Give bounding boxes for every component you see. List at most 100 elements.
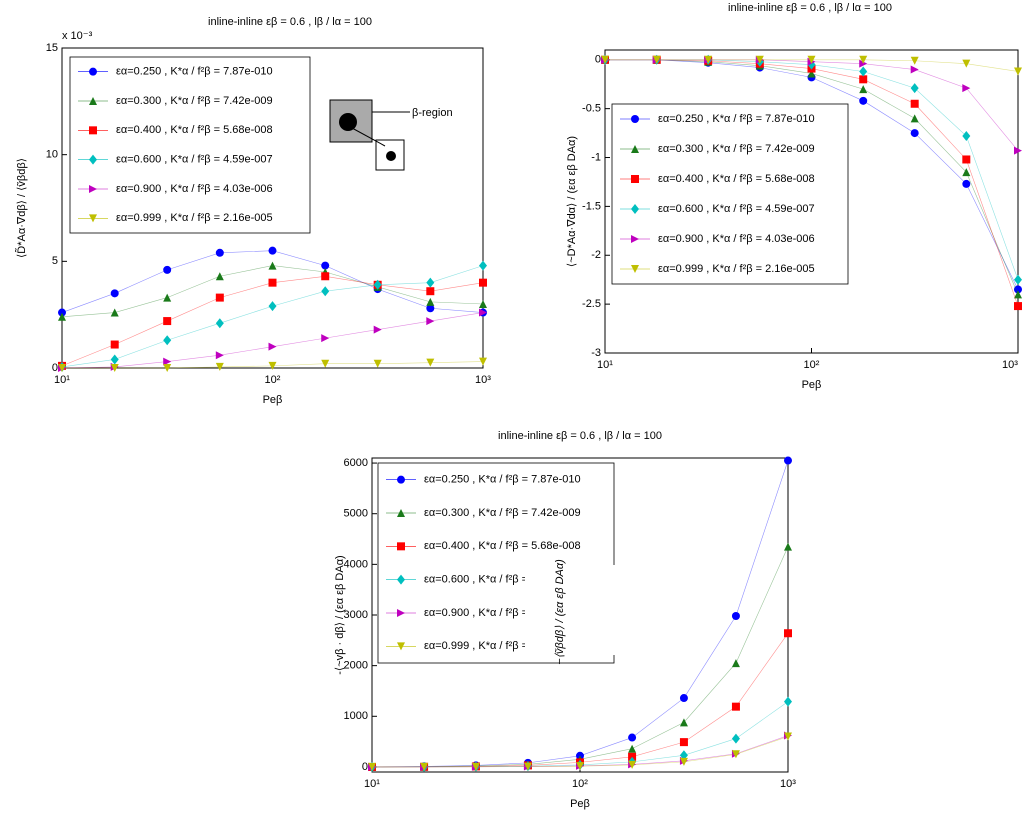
marker — [268, 342, 277, 351]
legend-label: εα=0.600 , K*α / f²β = 4.59e-007 — [116, 154, 273, 166]
label-patch — [525, 565, 615, 655]
marker — [807, 69, 816, 78]
y-tick-label: 4000 — [344, 558, 368, 570]
marker — [859, 55, 868, 64]
marker — [910, 99, 919, 108]
marker — [426, 297, 435, 306]
legend-label: εα=0.400 , K*α / f²β = 5.68e-008 — [116, 124, 273, 136]
x-tick-label: 10¹ — [54, 374, 70, 386]
y-tick-label: -3 — [591, 347, 601, 359]
marker — [628, 744, 637, 753]
marker — [215, 272, 224, 281]
marker — [628, 752, 637, 761]
marker — [962, 84, 971, 93]
marker — [479, 357, 487, 366]
marker — [731, 750, 740, 759]
x-tick-label: 10³ — [1002, 359, 1018, 371]
legend-marker — [631, 265, 639, 273]
marker — [755, 55, 764, 64]
legend-label: εα=0.250 , K*α / f²β = 7.87e-010 — [116, 66, 273, 78]
marker — [859, 96, 868, 105]
legend-label: εα=0.300 , K*α / f²β = 7.42e-009 — [116, 95, 273, 107]
legend-label: εα=0.900 , K*α / f²β = 4.03e-006 — [658, 233, 815, 245]
marker — [679, 757, 688, 766]
marker — [426, 358, 435, 367]
y-tick-label: 3000 — [344, 609, 368, 621]
marker — [368, 762, 376, 771]
y-tick-label: 2000 — [344, 660, 368, 672]
marker — [110, 289, 119, 298]
legend-label: εα=0.999 , K*α / f²β = 2.16e-005 — [658, 263, 815, 275]
legend-marker — [631, 235, 639, 243]
y-scale-label: x 10⁻³ — [62, 30, 93, 42]
legend-box — [69, 56, 311, 234]
marker — [321, 359, 330, 368]
marker — [704, 55, 713, 64]
marker — [373, 359, 382, 368]
marker — [420, 762, 429, 771]
legend-label: εα=0.400 , K*α / f²β = 5.68e-008 — [658, 173, 815, 185]
legend-marker — [397, 475, 405, 484]
legend-marker — [397, 542, 405, 551]
marker — [58, 312, 66, 321]
legend-label: εα=0.250 , K*α / f²β = 7.87e-010 — [424, 474, 581, 486]
marker — [215, 351, 224, 360]
zoom-dot — [386, 151, 396, 161]
marker — [962, 131, 971, 142]
marker — [962, 59, 971, 68]
x-tick-label: 10² — [804, 359, 820, 371]
y-axis-label: ⟨D̃*Aα·∇dβ⟩ / ⟨ṽβdβ⟩ — [15, 158, 28, 258]
marker — [479, 300, 487, 308]
legend-label: εα=0.400 , K*α / f²β = 5.68e-008 — [424, 540, 581, 552]
marker — [268, 246, 277, 255]
y-tick-label: -1 — [591, 151, 601, 163]
marker — [1014, 67, 1022, 76]
marker — [426, 277, 435, 288]
x-axis-label: Peβ — [570, 798, 590, 810]
marker — [58, 364, 66, 372]
marker — [110, 364, 119, 372]
marker — [1014, 146, 1022, 155]
x-axis-label: Peβ — [802, 379, 822, 391]
marker — [628, 760, 637, 769]
marker — [321, 261, 330, 270]
legend-marker — [631, 145, 639, 153]
region-dot — [339, 113, 357, 131]
annotation: β-region — [412, 107, 453, 119]
marker — [471, 762, 480, 771]
y-tick-label: -2 — [591, 249, 601, 261]
marker — [859, 75, 868, 84]
marker — [784, 732, 792, 741]
marker — [784, 629, 792, 638]
y-tick-label: 0 — [52, 362, 58, 374]
marker — [373, 325, 382, 334]
x-tick-label: 10¹ — [597, 359, 613, 371]
zoom-arrow — [351, 127, 386, 147]
marker — [679, 694, 688, 703]
x-tick-label: 10¹ — [364, 778, 380, 790]
legend-marker — [397, 509, 405, 517]
marker — [910, 65, 919, 74]
marker — [1014, 274, 1022, 285]
marker — [163, 293, 172, 302]
marker — [652, 55, 661, 64]
marker — [807, 55, 816, 64]
legend-label: εα=0.600 , K*α / f²β = 4.59e-007 — [658, 203, 815, 215]
marker — [679, 750, 688, 761]
marker — [58, 308, 66, 317]
marker — [679, 718, 688, 727]
marker — [859, 66, 868, 77]
marker — [807, 59, 816, 70]
y-tick-label: -0.5 — [582, 103, 601, 115]
marker — [215, 293, 224, 302]
marker — [910, 114, 919, 123]
marker — [426, 304, 435, 313]
legend-label: εα=0.999 , K*α / f²β = 2.16e-005 — [116, 212, 273, 224]
marker — [163, 265, 172, 274]
marker — [731, 612, 740, 621]
marker — [910, 129, 919, 138]
chart-title: inline-inline εβ = 0.6 , lβ / lα = 100 — [208, 16, 372, 28]
marker — [321, 272, 330, 281]
